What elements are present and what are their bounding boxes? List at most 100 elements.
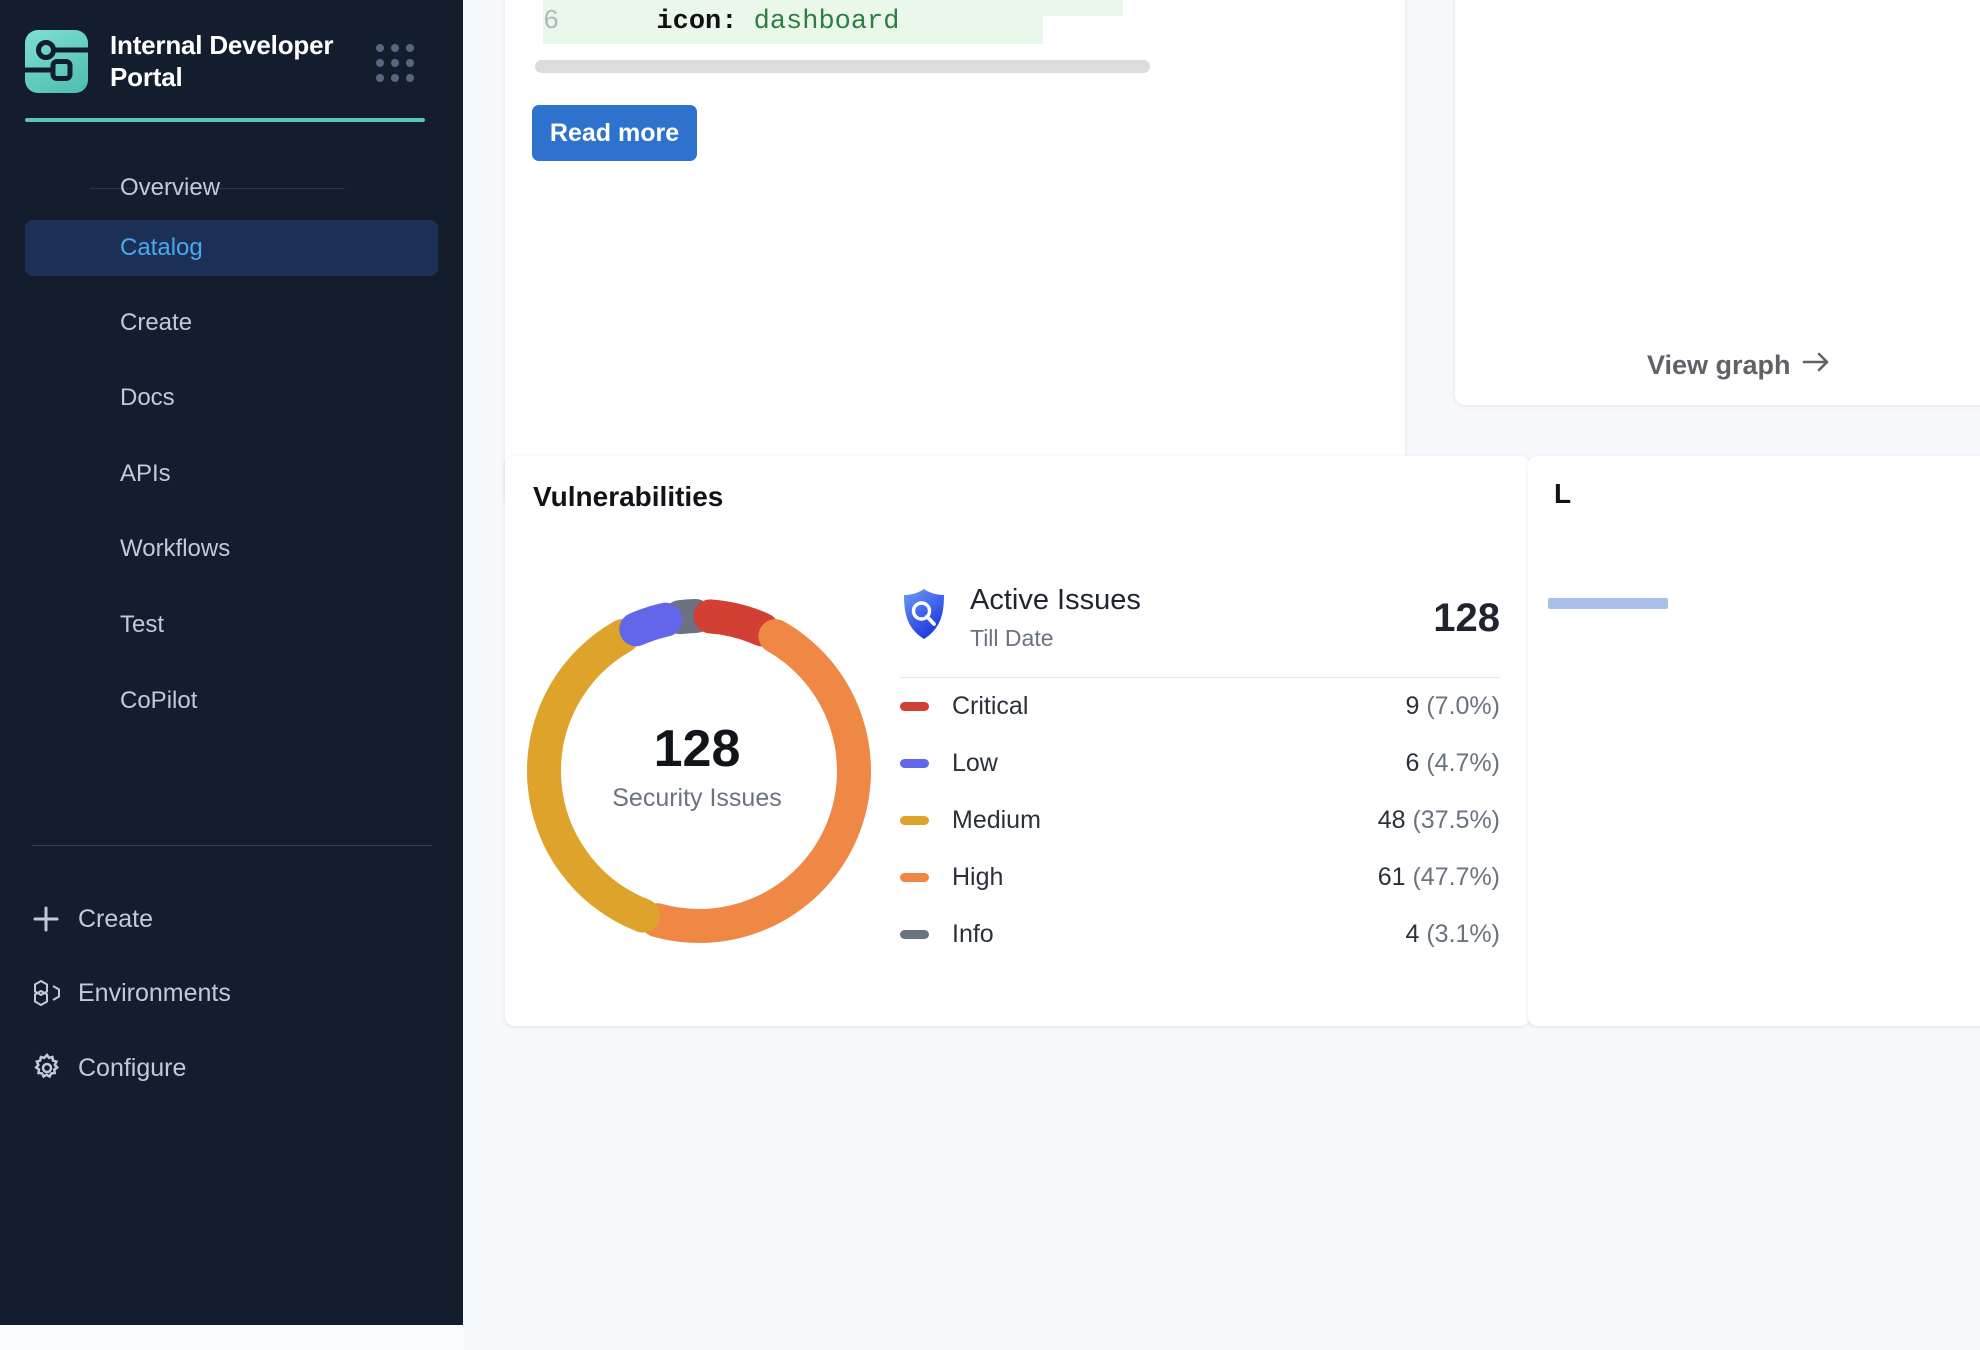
donut-center-value: 128	[653, 720, 741, 778]
nav-divider-bottom	[32, 845, 432, 846]
portal-logo-icon	[25, 30, 88, 93]
legend-count: 48	[1377, 806, 1406, 835]
right-partial-card: L	[1528, 456, 1980, 1026]
vulnerabilities-title: Vulnerabilities	[533, 481, 724, 512]
brand-header: Internal Developer Portal	[25, 30, 438, 93]
sidebar-item-label: Catalog	[120, 234, 203, 261]
grid-dots-icon[interactable]	[376, 44, 414, 82]
legend-percent: (37.5%)	[1405, 806, 1500, 835]
legend-values: 61 (47.7%)	[1378, 863, 1500, 892]
plus-icon	[32, 905, 78, 933]
snippet-scrollbar[interactable]	[535, 60, 1150, 73]
legend-label: Critical	[952, 692, 1029, 721]
legend-percent: (3.1%)	[1419, 920, 1500, 949]
brand-accent-rule	[25, 118, 425, 122]
legend-label: Info	[952, 920, 994, 949]
sidebar-item-label: Test	[120, 611, 165, 638]
sidebar-item-create[interactable]: Create	[25, 295, 438, 351]
sidebar-item-label: Docs	[120, 384, 175, 411]
legend-values: 9 (7.0%)	[1406, 692, 1501, 721]
legend-count: 6	[1405, 749, 1420, 778]
sidebar-item-docs[interactable]: Docs	[25, 370, 438, 426]
portal-logo-glyph	[25, 40, 88, 81]
sidebar-item-workflows[interactable]: Workflows	[25, 521, 438, 577]
graph-card: View graph	[1455, 0, 1980, 405]
vulnerability-legend-list: Critical 9 (7.0%) Low 6 (4.7%) Medium 48 (37.…	[900, 678, 1500, 963]
sidebar-action-configure[interactable]: Configure	[32, 1042, 432, 1094]
sidebar-item-apis[interactable]: APIs	[25, 446, 438, 502]
legend-percent: (7.0%)	[1419, 692, 1500, 721]
legend-count: 9	[1405, 692, 1420, 721]
gear-icon	[32, 1053, 78, 1083]
legend-row[interactable]: High 61 (47.7%)	[900, 849, 1500, 906]
legend-color-dash-icon	[900, 816, 929, 826]
code-key: icon:	[656, 7, 738, 37]
code-value: dashboard	[753, 7, 900, 37]
sidebar-item-label: CoPilot	[120, 687, 198, 714]
legend-count: 4	[1405, 920, 1420, 949]
read-more-button[interactable]: Read more	[532, 105, 697, 161]
view-graph-label: View graph	[1647, 350, 1791, 380]
legend-values: 6 (4.7%)	[1406, 749, 1501, 778]
sidebar: Internal Developer Portal Overview Catal…	[0, 0, 463, 1325]
legend-color-dash-icon	[900, 930, 929, 940]
legend-row[interactable]: Info 4 (3.1%)	[900, 906, 1500, 963]
snippet-card: 6 icon: dashboard Read more	[505, 0, 1405, 505]
sidebar-bottom-strip	[0, 1325, 463, 1350]
donut-center-label: Security Issues	[612, 784, 782, 812]
sidebar-action-environments[interactable]: Environments	[32, 967, 432, 1019]
code-line-number: 6	[543, 7, 560, 37]
legend-color-dash-icon	[900, 759, 929, 769]
sidebar-action-label: Create	[78, 904, 154, 933]
sidebar-item-test[interactable]: Test	[25, 597, 438, 653]
shield-search-icon	[900, 587, 948, 641]
active-issues-text: Active Issues Till Date	[970, 584, 1141, 652]
sidebar-item-overview[interactable]: Overview	[25, 160, 438, 216]
hexagons-icon	[32, 978, 78, 1008]
legend-count: 61	[1377, 863, 1406, 892]
legend-values: 48 (37.5%)	[1378, 806, 1500, 835]
right-card-title: L	[1554, 478, 1572, 509]
active-issues-header: Active Issues Till Date 128	[900, 584, 1500, 652]
active-issues-title: Active Issues	[970, 584, 1141, 616]
donut-segment	[640, 619, 871, 943]
sidebar-action-label: Environments	[78, 978, 231, 1007]
active-issues-subtitle: Till Date	[970, 625, 1054, 652]
sidebar-item-label: Overview	[120, 174, 221, 201]
donut-svg	[527, 599, 871, 943]
legend-percent: (47.7%)	[1405, 863, 1500, 892]
legend-label: Medium	[952, 806, 1041, 835]
legend-percent: (4.7%)	[1419, 749, 1500, 778]
donut-segment	[619, 602, 683, 647]
sidebar-item-catalog[interactable]: Catalog	[25, 220, 438, 276]
sidebar-item-label: APIs	[120, 460, 171, 487]
sidebar-item-label: Create	[120, 309, 193, 336]
legend-color-dash-icon	[900, 873, 929, 883]
legend-color-dash-icon	[900, 702, 929, 712]
legend-row[interactable]: Medium 48 (37.5%)	[900, 792, 1500, 849]
code-line-6: 6 icon: dashboard	[543, 0, 1043, 44]
legend-row[interactable]: Low 6 (4.7%)	[900, 735, 1500, 792]
issues-divider	[900, 677, 1500, 679]
vulnerabilities-donut-chart: 128 Security Issues	[487, 571, 907, 971]
active-issues-panel: Active Issues Till Date 128 Critical 9 (7…	[900, 584, 1500, 963]
sidebar-action-label: Configure	[78, 1053, 187, 1082]
brand-title: Internal Developer Portal	[110, 30, 334, 92]
right-card-bar	[1548, 598, 1668, 609]
view-graph-link[interactable]: View graph	[1647, 350, 1831, 381]
legend-label: High	[952, 863, 1004, 892]
active-issues-total: 128	[1433, 595, 1500, 640]
legend-values: 4 (3.1%)	[1406, 920, 1501, 949]
nav-divider-top	[90, 188, 345, 189]
sidebar-item-label: Workflows	[120, 535, 231, 562]
sidebar-action-create[interactable]: Create	[32, 893, 432, 945]
sidebar-item-copilot[interactable]: CoPilot	[25, 673, 438, 729]
legend-row[interactable]: Critical 9 (7.0%)	[900, 678, 1500, 735]
donut-segment	[527, 618, 661, 933]
arrow-right-icon	[1801, 350, 1831, 381]
legend-label: Low	[952, 749, 998, 778]
main-content: 6 icon: dashboard Read more View graph V…	[463, 0, 1980, 1350]
donut-segment	[693, 599, 780, 647]
vulnerabilities-card: Vulnerabilities 128 Security Issues	[505, 456, 1530, 1026]
donut-segment	[663, 599, 713, 635]
